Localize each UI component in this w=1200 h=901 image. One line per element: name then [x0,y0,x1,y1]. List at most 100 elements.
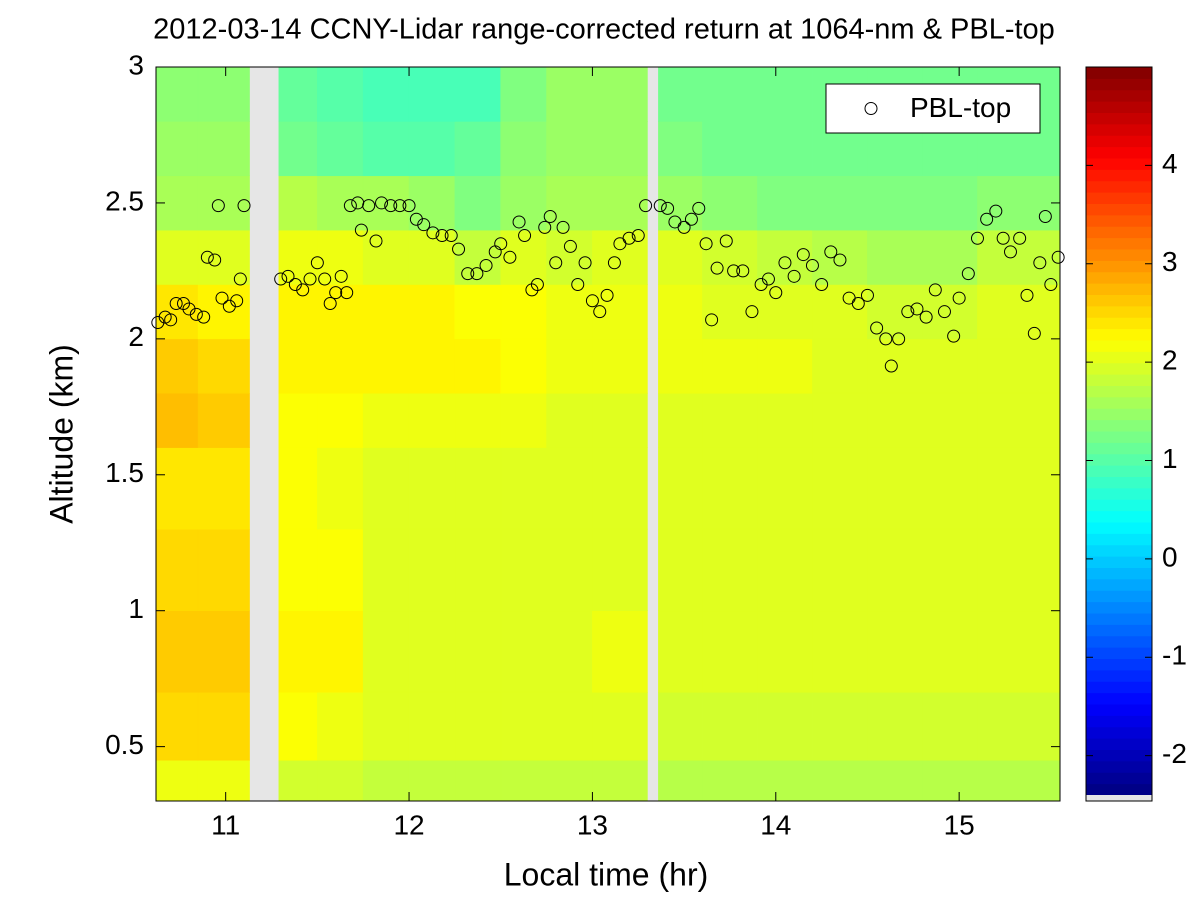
heatmap-cell [155,447,199,530]
pbl-marker [833,253,847,267]
heatmap-cell [362,175,410,231]
colorbar-swatch [1086,374,1152,386]
pbl-marker [1020,288,1034,302]
pbl-marker [354,223,368,237]
colorbar-swatch [1086,249,1152,261]
colorbar-swatch [1086,135,1152,148]
heatmap-cell [155,691,199,761]
pbl-marker [578,256,592,270]
heatmap-cell [702,610,758,693]
heatmap-cell [197,229,250,285]
heatmap-cell [702,175,758,231]
heatmap-cell [922,528,978,612]
heatmap-cell [362,66,410,122]
heatmap-cell [362,121,410,177]
x-tick-label: 15 [944,809,975,840]
colorbar-tick-label: 2 [1162,345,1178,376]
heatmap-cell [658,121,703,177]
heatmap-cell [155,338,199,394]
heatmap-cell [592,759,648,802]
heatmap-cell [362,229,410,285]
heatmap-cell [658,338,703,394]
pbl-marker [980,212,994,226]
heatmap-cell [592,338,648,394]
colorbar-swatch [1086,738,1152,750]
heatmap-cell [757,392,813,448]
pbl-marker [661,201,675,215]
heatmap-cell [592,392,648,448]
pbl-marker [549,256,563,270]
pbl-marker [426,226,440,240]
heatmap-cell [658,447,703,530]
colorbar-box [1085,66,1153,802]
pbl-marker [824,245,838,259]
colorbar-swatch [1086,214,1152,227]
heatmap-cell [658,691,703,761]
heatmap-cell [197,528,250,612]
pbl-marker [543,210,557,224]
heatmap-cell [408,447,456,530]
heatmap-cell [922,610,978,693]
heatmap-cell [922,338,978,394]
heatmap-cell [546,66,593,122]
heatmap-cell [546,691,593,761]
heatmap-cell [408,528,456,612]
heatmap-cell [592,229,648,285]
y-tick-label: 1.5 [105,457,144,488]
heatmap-cell [702,759,758,802]
heatmap-cell [197,691,250,761]
pbl-marker [375,196,389,210]
heatmap-cell [317,66,364,122]
heatmap-cell [546,121,593,177]
heatmap-cell [362,392,410,448]
pbl-marker [710,261,724,275]
pbl-marker [692,201,706,215]
colorbar-swatch [1086,123,1152,136]
heatmap-cell [592,610,648,693]
heatmap-cell [500,338,547,394]
heatmap-cell [867,229,923,285]
heatmap-cell [757,528,813,612]
pbl-marker [538,220,552,234]
heatmap-cell [454,338,502,394]
pbl-marker [417,218,431,232]
chart-title: 2012-03-14 CCNY-Lidar range-corrected re… [153,14,1055,46]
pbl-marker [910,302,924,316]
pbl-marker [1013,231,1027,245]
heatmap-cell [867,528,923,612]
pbl-marker [470,267,484,281]
heatmap-cell [362,447,410,530]
heatmap-cell [197,66,250,122]
colorbar-swatch [1086,704,1152,716]
heatmap-cell [454,528,502,612]
heatmap-cell [757,175,813,231]
colorbar-swatch [1086,78,1152,91]
heatmap-cell [317,392,364,448]
colorbar-swatch [1086,465,1152,477]
legend-box [825,83,1041,134]
heatmap-cell [867,447,923,530]
pbl-marker [494,237,508,251]
x-axis-label: Local time (hr) [504,856,709,892]
heatmap-cell [500,447,547,530]
heatmap-cell [278,284,318,340]
heatmap-cell [922,447,978,530]
heatmap-cell [408,175,456,231]
pbl-marker [870,321,884,335]
heatmap-cell [317,121,364,177]
colorbar-swatch [1086,590,1152,603]
heatmap-cell [546,610,593,693]
pbl-marker [684,212,698,226]
heatmap-cell [197,759,250,802]
heatmap-cell [812,229,868,285]
colorbar-swatch [1086,522,1152,534]
colorbar-swatch [1086,112,1152,125]
pbl-marker [512,215,526,229]
heatmap-cell [867,175,923,231]
heatmap-cell [278,229,318,285]
pbl-marker [1051,250,1065,264]
heatmap-cell [977,447,1061,530]
colorbar-swatch [1086,351,1152,364]
heatmap-cell [408,759,456,802]
pbl-marker [164,313,178,327]
